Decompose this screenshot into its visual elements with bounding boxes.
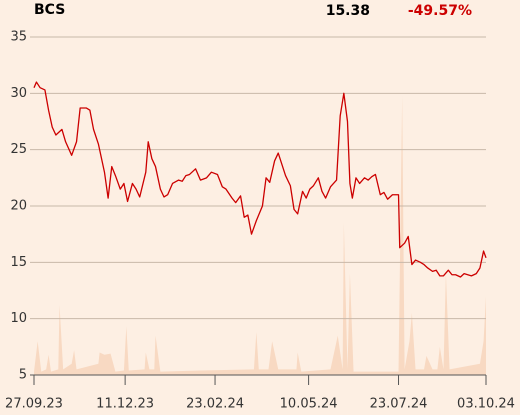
x-tick-label: 23.02.24 xyxy=(186,397,244,412)
change: -49.57% xyxy=(408,3,472,19)
y-tick-label: 25 xyxy=(10,142,27,157)
x-tick-label: 27.09.23 xyxy=(5,397,63,412)
price: 15.38 xyxy=(326,3,370,19)
y-tick-label: 10 xyxy=(10,311,27,326)
ticker: BCS xyxy=(34,2,65,18)
y-tick-label: 15 xyxy=(10,255,27,270)
y-tick-label: 35 xyxy=(10,30,27,45)
x-tick-label: 23.07.24 xyxy=(370,397,428,412)
x-tick-label: 11.12.23 xyxy=(96,397,154,412)
y-tick-label: 30 xyxy=(10,86,27,101)
y-tick-label: 20 xyxy=(10,199,27,214)
price-line xyxy=(33,81,487,278)
volume-area xyxy=(34,95,486,375)
x-tick-label: 10.05.24 xyxy=(280,397,338,412)
x-tick-label: 03.10.24 xyxy=(457,397,515,412)
y-tick-label: 5 xyxy=(19,368,27,383)
